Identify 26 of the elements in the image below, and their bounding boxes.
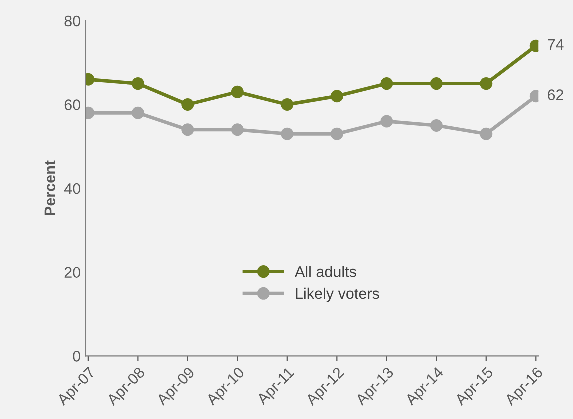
y-tick-label: 20 [64,267,80,278]
point [231,124,244,136]
y-tick-label: 60 [64,100,80,110]
point [480,128,493,140]
point [430,119,443,132]
point [231,86,244,98]
point [182,98,194,111]
point [182,124,194,136]
y-axis-title: Percent [44,160,56,216]
data-label: 62 [548,90,564,100]
point [480,78,493,90]
point [132,106,144,120]
point [132,78,144,90]
point [281,98,294,111]
y-tick-label: 40 [64,183,80,194]
point [281,128,294,140]
legend-label: Likely voters [296,288,380,302]
data-label: 74 [548,40,564,50]
y-tick-label: 0 [73,351,80,362]
legend-label: All adults [295,266,356,278]
point [330,90,344,103]
point [380,115,394,128]
point [430,78,443,90]
point [330,128,344,140]
point [380,78,394,90]
y-tick-label: 80 [64,16,80,27]
